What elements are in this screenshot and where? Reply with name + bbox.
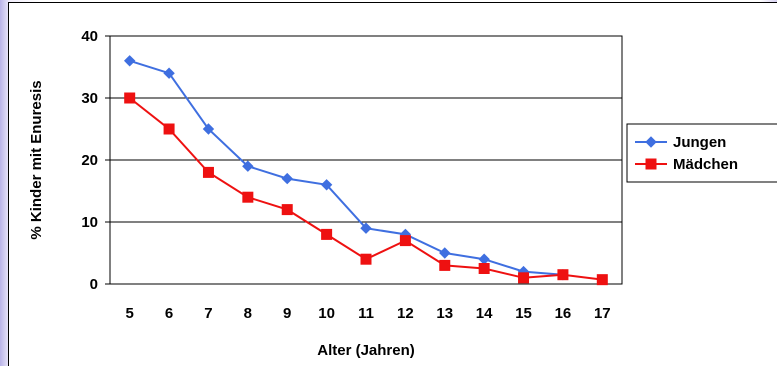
data-point — [124, 92, 136, 104]
y-tick-label: 30 — [81, 90, 98, 107]
x-tick-label: 8 — [244, 305, 252, 322]
data-point — [439, 259, 451, 271]
y-tick-label: 10 — [81, 214, 98, 231]
data-point — [321, 228, 333, 240]
x-tick-label: 10 — [318, 305, 335, 322]
y-tick-label: 0 — [90, 276, 98, 293]
y-axis-title: % Kinder mit Enuresis — [28, 80, 45, 239]
x-tick-label: 7 — [204, 305, 212, 322]
data-point — [281, 172, 293, 185]
legend-label: Jungen — [673, 134, 726, 151]
legend-swatch-marker — [645, 158, 657, 170]
data-point — [439, 247, 451, 259]
data-point — [320, 179, 333, 191]
data-point — [596, 274, 608, 286]
series-line-jungen — [129, 59, 564, 276]
x-tick-label: 12 — [397, 305, 414, 322]
x-axis-title: Alter (Jahren) — [317, 342, 415, 359]
data-point — [202, 123, 215, 135]
x-tick-label: 17 — [594, 305, 611, 322]
data-point — [202, 166, 214, 178]
data-point — [518, 272, 530, 284]
y-tick-label: 20 — [81, 152, 98, 169]
data-point — [360, 253, 372, 265]
x-tick-label: 11 — [358, 305, 374, 322]
x-tick-label: 14 — [476, 305, 493, 322]
data-point — [281, 204, 293, 216]
data-point — [163, 123, 175, 135]
data-point — [163, 67, 175, 79]
data-point — [242, 160, 254, 172]
data-point — [360, 222, 372, 234]
data-point — [399, 235, 411, 247]
data-point — [123, 55, 136, 67]
legend-box — [626, 123, 777, 183]
x-tick-label: 16 — [555, 305, 572, 322]
chart-area: 0 10 20 30 40 5 6 7 8 9 10 11 12 13 14 15 16 17 Alter (Jah… — [8, 2, 777, 366]
data-point — [478, 263, 490, 274]
line-chart: 0 10 20 30 40 5 6 7 8 9 10 11 12 13 14 15 16 17 Alter (Jah… — [28, 28, 777, 359]
x-tick-label: 13 — [436, 305, 453, 322]
x-tick-label: 15 — [515, 305, 532, 322]
x-tick-label: 6 — [165, 305, 173, 322]
x-tick-label: 5 — [126, 305, 134, 322]
x-tick-label: 9 — [283, 305, 291, 322]
y-tick-label: 40 — [81, 28, 98, 45]
legend-swatch-marker — [645, 136, 657, 148]
legend-label: Mädchen — [673, 156, 738, 173]
data-point — [242, 191, 254, 203]
data-point — [557, 269, 569, 281]
